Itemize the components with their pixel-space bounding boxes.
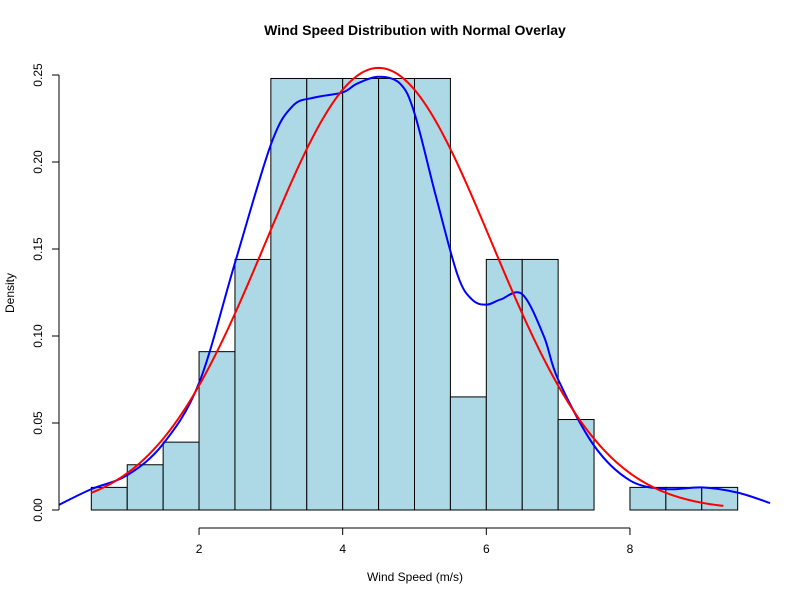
histogram-bar	[521, 258, 559, 511]
y-tick-label: 0.20	[31, 150, 45, 174]
x-axis-label: Wind Speed (m/s)	[367, 570, 463, 584]
histogram-bar	[414, 77, 451, 511]
y-tick-label: 0.15	[31, 237, 45, 261]
normal-curve-line	[90, 66, 724, 507]
x-tick-label: 6	[483, 542, 490, 556]
y-tick-label: 0.25	[31, 63, 45, 87]
histogram-bar	[162, 441, 200, 511]
y-axis-label: Density	[3, 273, 17, 313]
y-tick-label: 0.00	[31, 498, 45, 522]
x-tick-label: 8	[627, 542, 634, 556]
histogram-bar	[557, 419, 595, 511]
histogram-bar	[306, 77, 344, 511]
y-tick-label: 0.10	[31, 324, 45, 348]
y-tick-label: 0.05	[31, 411, 45, 435]
y-axis: 0.00 0.05 0.10 0.15 0.20 0.25	[31, 63, 60, 522]
x-tick-label: 2	[196, 542, 203, 556]
histogram-bar	[234, 258, 272, 511]
histogram-bar	[449, 396, 487, 511]
density-curve-line	[58, 75, 771, 506]
x-tick-label: 4	[339, 542, 346, 556]
chart-title: Wind Speed Distribution with Normal Over…	[264, 22, 566, 38]
histogram-bar	[378, 77, 416, 511]
histogram-bar	[270, 77, 308, 511]
histogram-bar	[342, 77, 380, 511]
x-axis: 2 4 6 8	[196, 527, 634, 556]
histogram-bars	[90, 77, 739, 511]
